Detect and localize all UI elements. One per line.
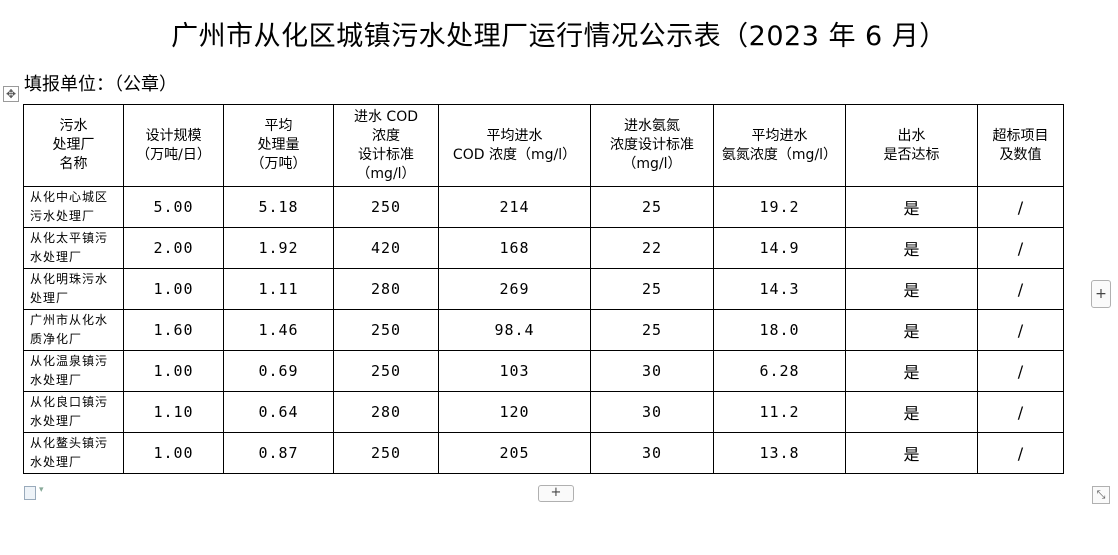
chevron-down-icon[interactable]: ▾ xyxy=(39,485,44,495)
avg-volume-cell: 0.64 xyxy=(223,391,334,433)
avg-cod-cell: 120 xyxy=(438,391,591,433)
avg-volume-cell: 0.87 xyxy=(223,432,334,474)
nh3-standard-cell: 25 xyxy=(590,268,714,310)
plant-name-cell: 从化温泉镇污水处理厂 xyxy=(23,350,124,392)
cod-standard-cell: 250 xyxy=(333,309,439,351)
design-scale-cell: 2.00 xyxy=(123,227,224,269)
design-scale-cell: 1.00 xyxy=(123,432,224,474)
add-column-button[interactable]: + xyxy=(1091,280,1111,308)
nh3-standard-cell: 25 xyxy=(590,186,714,228)
table-row: 从化中心城区污水处理厂 5.00 5.18 250 214 25 19.2 是 / xyxy=(23,186,1064,228)
add-row-button[interactable]: + xyxy=(538,485,574,502)
avg-cod-cell: 269 xyxy=(438,268,591,310)
exceed-cell: / xyxy=(977,309,1064,351)
exceed-cell: / xyxy=(977,432,1064,474)
column-header: 超标项目 及数值 xyxy=(977,104,1064,187)
column-header: 出水 是否达标 xyxy=(845,104,978,187)
compliance-cell: 是 xyxy=(845,186,978,228)
compliance-cell: 是 xyxy=(845,350,978,392)
table-row: 广州市从化水质净化厂 1.60 1.46 250 98.4 25 18.0 是 / xyxy=(23,309,1064,351)
avg-cod-cell: 205 xyxy=(438,432,591,474)
unit-label: 填报单位：（公章） xyxy=(24,74,177,95)
design-scale-cell: 5.00 xyxy=(123,186,224,228)
nh3-standard-cell: 25 xyxy=(590,309,714,351)
plant-name-cell: 从化良口镇污水处理厂 xyxy=(23,391,124,433)
cod-standard-cell: 280 xyxy=(333,268,439,310)
plant-name-cell: 从化中心城区污水处理厂 xyxy=(23,186,124,228)
cod-standard-cell: 250 xyxy=(333,186,439,228)
table-row: 从化太平镇污水处理厂 2.00 1.92 420 168 22 14.9 是 / xyxy=(23,227,1064,269)
table-row: 从化良口镇污水处理厂 1.10 0.64 280 120 30 11.2 是 / xyxy=(23,391,1064,433)
column-header: 平均进水 COD 浓度（mg/l） xyxy=(438,104,591,187)
nh3-standard-cell: 22 xyxy=(590,227,714,269)
column-header: 进水氨氮 浓度设计标准 （mg/l） xyxy=(590,104,714,187)
compliance-cell: 是 xyxy=(845,309,978,351)
avg-volume-cell: 5.18 xyxy=(223,186,334,228)
avg-cod-cell: 103 xyxy=(438,350,591,392)
column-header: 设计规模 （万吨/日） xyxy=(123,104,224,187)
avg-nh3-cell: 13.8 xyxy=(713,432,846,474)
avg-cod-cell: 168 xyxy=(438,227,591,269)
exceed-cell: / xyxy=(977,186,1064,228)
table-resize-icon[interactable]: ⤡ xyxy=(1092,486,1110,504)
cod-standard-cell: 250 xyxy=(333,350,439,392)
nh3-standard-cell: 30 xyxy=(590,391,714,433)
header-row: 污水 处理厂 名称 设计规模 （万吨/日） 平均 处理量 （万吨） 进水 COD 浓度… xyxy=(23,104,1064,187)
avg-volume-cell: 1.46 xyxy=(223,309,334,351)
avg-nh3-cell: 18.0 xyxy=(713,309,846,351)
report-table: 污水 处理厂 名称 设计规模 （万吨/日） 平均 处理量 （万吨） 进水 COD 浓度… xyxy=(23,104,1064,474)
plant-name-cell: 从化鳌头镇污水处理厂 xyxy=(23,432,124,474)
page-title: 广州市从化区城镇污水处理厂运行情况公示表（2023 年 6 月） xyxy=(171,21,947,52)
nh3-standard-cell: 30 xyxy=(590,350,714,392)
compliance-cell: 是 xyxy=(845,432,978,474)
design-scale-cell: 1.10 xyxy=(123,391,224,433)
avg-cod-cell: 98.4 xyxy=(438,309,591,351)
avg-cod-cell: 214 xyxy=(438,186,591,228)
avg-volume-cell: 1.11 xyxy=(223,268,334,310)
exceed-cell: / xyxy=(977,227,1064,269)
avg-nh3-cell: 14.9 xyxy=(713,227,846,269)
plant-name-cell: 从化明珠污水处理厂 xyxy=(23,268,124,310)
avg-nh3-cell: 11.2 xyxy=(713,391,846,433)
avg-volume-cell: 1.92 xyxy=(223,227,334,269)
nh3-standard-cell: 30 xyxy=(590,432,714,474)
design-scale-cell: 1.00 xyxy=(123,350,224,392)
table-row: 从化鳌头镇污水处理厂 1.00 0.87 250 205 30 13.8 是 / xyxy=(23,432,1064,474)
plant-name-cell: 广州市从化水质净化厂 xyxy=(23,309,124,351)
table-row: 从化明珠污水处理厂 1.00 1.11 280 269 25 14.3 是 / xyxy=(23,268,1064,310)
avg-nh3-cell: 6.28 xyxy=(713,350,846,392)
column-header: 污水 处理厂 名称 xyxy=(23,104,124,187)
avg-nh3-cell: 19.2 xyxy=(713,186,846,228)
design-scale-cell: 1.00 xyxy=(123,268,224,310)
column-header: 进水 COD 浓度 设计标准 （mg/l） xyxy=(333,104,439,187)
plant-name-cell: 从化太平镇污水处理厂 xyxy=(23,227,124,269)
avg-nh3-cell: 14.3 xyxy=(713,268,846,310)
exceed-cell: / xyxy=(977,268,1064,310)
compliance-cell: 是 xyxy=(845,227,978,269)
cod-standard-cell: 250 xyxy=(333,432,439,474)
exceed-cell: / xyxy=(977,391,1064,433)
document-icon[interactable] xyxy=(24,486,36,500)
avg-volume-cell: 0.69 xyxy=(223,350,334,392)
exceed-cell: / xyxy=(977,350,1064,392)
compliance-cell: 是 xyxy=(845,268,978,310)
cod-standard-cell: 280 xyxy=(333,391,439,433)
design-scale-cell: 1.60 xyxy=(123,309,224,351)
table-body: 从化中心城区污水处理厂 5.00 5.18 250 214 25 19.2 是 / 从化太平镇污水… xyxy=(23,186,1064,474)
column-header: 平均 处理量 （万吨） xyxy=(223,104,334,187)
compliance-cell: 是 xyxy=(845,391,978,433)
column-header: 平均进水 氨氮浓度（mg/l） xyxy=(713,104,846,187)
cod-standard-cell: 420 xyxy=(333,227,439,269)
table-row: 从化温泉镇污水处理厂 1.00 0.69 250 103 30 6.28 是 / xyxy=(23,350,1064,392)
table-move-icon[interactable]: ✥ xyxy=(3,86,19,102)
